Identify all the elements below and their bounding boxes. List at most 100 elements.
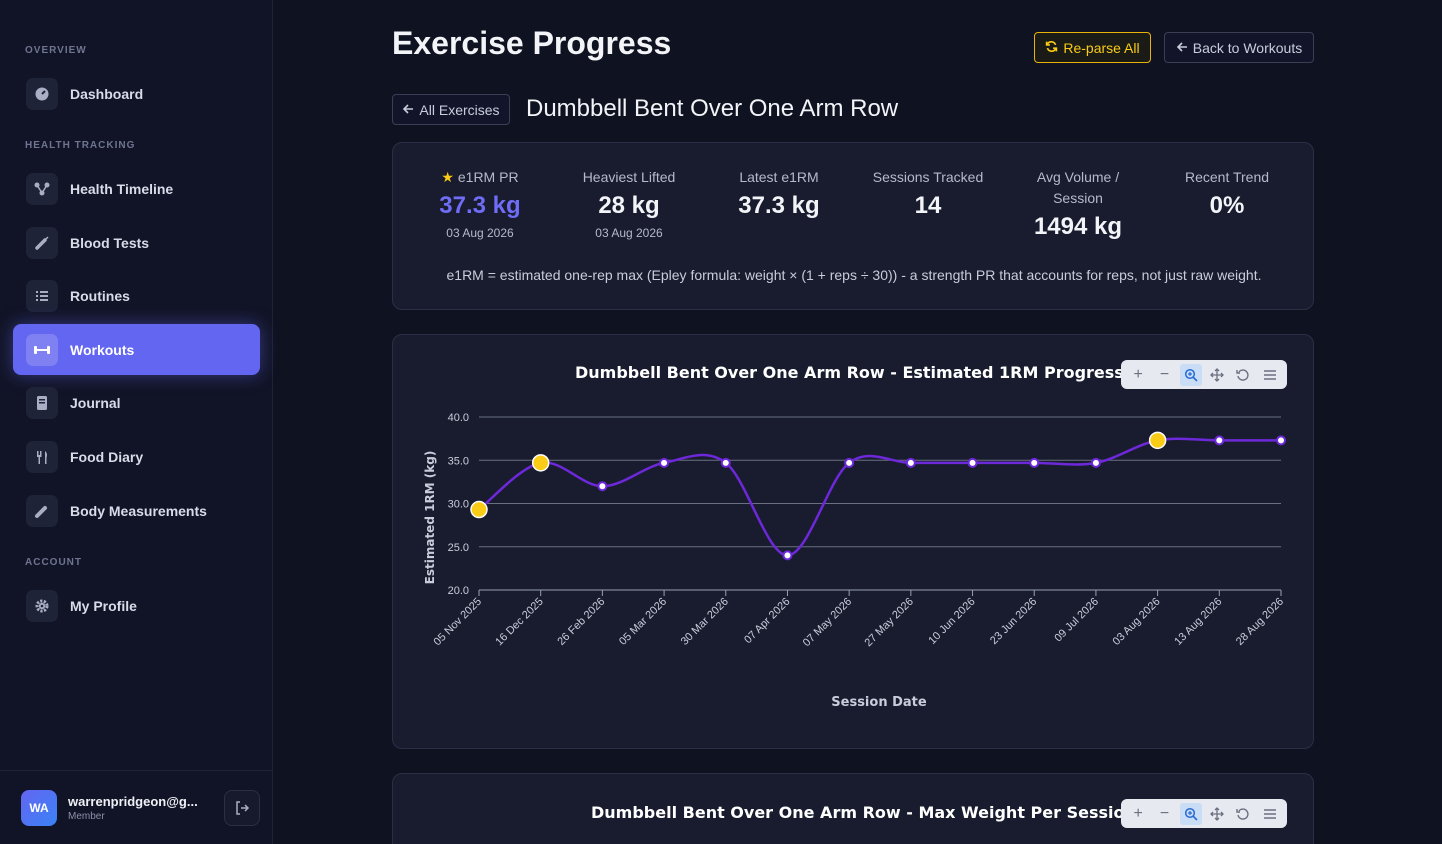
dashboard-icon [26,77,58,110]
data-point [967,457,978,468]
section-account: ACCOUNT [25,557,82,568]
logout-button[interactable] [224,790,260,826]
stat-date: 03 Aug 2026 [595,226,663,240]
sidebar-item-health-timeline[interactable]: Health Timeline [13,163,260,214]
pr-data-point [470,500,488,519]
arrow-left-icon [1176,40,1188,56]
avatar[interactable]: WA [21,790,57,826]
x-tick-label: 13 Aug 2026 [1172,596,1224,648]
utensils-icon [26,440,58,473]
stat-label: Heaviest Lifted [582,169,676,185]
section-health-tracking: HEALTH TRACKING [25,140,136,151]
sidebar-item-journal[interactable]: Journal [13,377,260,428]
x-tick-label: 26 Feb 2026 [555,596,607,648]
y-tick-label: 20.0 [448,585,469,597]
selection-zoom-icon[interactable] [1179,802,1202,825]
x-tick-label: 03 Aug 2026 [1111,596,1163,648]
stat-latest-e1rm: Latest e1RM 37.3 kg [699,167,859,220]
stat-label-line2: Session [1053,190,1103,206]
user-role: Member [68,811,105,822]
stat-value: 28 kg [598,192,660,219]
back-to-workouts-button[interactable]: Back to Workouts [1164,32,1314,63]
reset-icon[interactable] [1232,803,1254,825]
star-icon: ★ [441,169,454,185]
sidebar-item-label: Health Timeline [70,180,174,197]
x-tick-label: 07 May 2026 [801,596,854,649]
zoom-out-icon[interactable]: − [1159,365,1170,383]
x-tick-label: 05 Mar 2026 [617,596,669,648]
timeline-icon [26,172,58,205]
dumbbell-icon [26,333,58,366]
back-label: Back to Workouts [1192,39,1303,56]
gear-icon [26,589,58,622]
data-point [597,481,608,492]
zoom-in-icon[interactable]: + [1133,804,1143,822]
all-exercises-label: All Exercises [419,101,500,118]
data-point [1276,435,1286,446]
sidebar-item-label: Routines [70,287,130,304]
y-tick-label: 25.0 [448,542,469,554]
data-point [782,550,793,561]
y-tick-label: 30.0 [448,499,469,511]
x-tick-label: 27 May 2026 [863,596,916,649]
x-tick-label: 30 Mar 2026 [679,596,731,648]
chart-title: Dumbbell Bent Over One Arm Row - Max Wei… [591,803,1121,822]
sidebar-item-body-measurements[interactable]: Body Measurements [13,485,260,536]
x-tick-label: 23 Jun 2026 [988,596,1039,647]
chart-toolbar: + − [1121,799,1287,828]
stat-label: e1RM PR [457,169,519,185]
reset-icon[interactable] [1232,364,1254,386]
all-exercises-button[interactable]: All Exercises [392,94,510,125]
logout-icon [236,801,250,815]
sidebar-item-label: Body Measurements [70,502,207,519]
data-point [905,457,916,468]
e1rm-chart: 20.0 25.0 30.0 35.0 40.0 05 Nov 2025 16 Dec 20… [423,412,1286,710]
stat-date: 03 Aug 2026 [446,226,514,240]
x-axis-title: Session Date [831,695,927,710]
stat-e1rm-pr: ★ e1RM PR 37.3 kg 03 Aug 2026 [400,167,560,240]
pan-icon[interactable] [1206,364,1228,386]
x-tick-label: 07 Apr 2026 [742,596,792,646]
chart-title: Dumbbell Bent Over One Arm Row - Estimat… [575,363,1121,382]
reparse-all-button[interactable]: Re-parse All [1034,32,1151,63]
sidebar-item-dashboard[interactable]: Dashboard [13,68,260,119]
section-overview: OVERVIEW [25,45,87,56]
data-point [1090,457,1101,468]
sidebar-item-food-diary[interactable]: Food Diary [13,431,260,482]
stat-heaviest-lifted: Heaviest Lifted 28 kg 03 Aug 2026 [549,167,709,240]
chart-toolbar: + − [1121,360,1287,389]
sidebar: OVERVIEW Dashboard HEALTH TRACKING Healt… [0,0,273,844]
sidebar-item-label: Journal [70,394,121,411]
stat-label: Avg Volume / [1036,169,1120,185]
zoom-out-icon[interactable]: − [1159,804,1170,822]
menu-icon[interactable] [1259,803,1281,825]
stat-value: 14 [914,192,942,219]
stat-value: 1494 kg [1033,213,1123,240]
sidebar-item-blood-tests[interactable]: Blood Tests [13,217,260,268]
list-icon [26,279,58,312]
sidebar-item-routines[interactable]: Routines [13,270,260,321]
e1rm-chart-card: Dumbbell Bent Over One Arm Row - Estimat… [392,334,1314,749]
y-tick-label: 40.0 [448,412,469,424]
sidebar-item-workouts[interactable]: Workouts [13,324,260,375]
pr-data-point [1148,431,1167,450]
pan-icon[interactable] [1206,803,1228,825]
reparse-label: Re-parse All [1063,39,1140,56]
e1rm-series-line [478,437,1281,557]
sidebar-item-label: Dashboard [70,85,144,102]
pr-data-point [531,454,550,472]
data-point [659,457,670,468]
data-point [720,457,731,468]
menu-icon[interactable] [1259,364,1281,386]
data-point [1214,435,1225,446]
user-email: warrenpridgeon@g... [68,794,198,809]
stat-sessions-tracked: Sessions Tracked 14 [848,167,1008,220]
max-weight-chart-card: Dumbbell Bent Over One Arm Row - Max Wei… [392,773,1314,844]
user-area: WA warrenpridgeon@g... Member [0,770,272,844]
selection-zoom-icon[interactable] [1179,363,1202,386]
x-tick-label: 16 Dec 2025 [493,596,546,649]
stat-recent-trend: Recent Trend 0% [1147,167,1307,220]
sidebar-item-my-profile[interactable]: My Profile [13,580,260,631]
sidebar-item-label: Blood Tests [70,234,150,251]
zoom-in-icon[interactable]: + [1133,365,1143,383]
